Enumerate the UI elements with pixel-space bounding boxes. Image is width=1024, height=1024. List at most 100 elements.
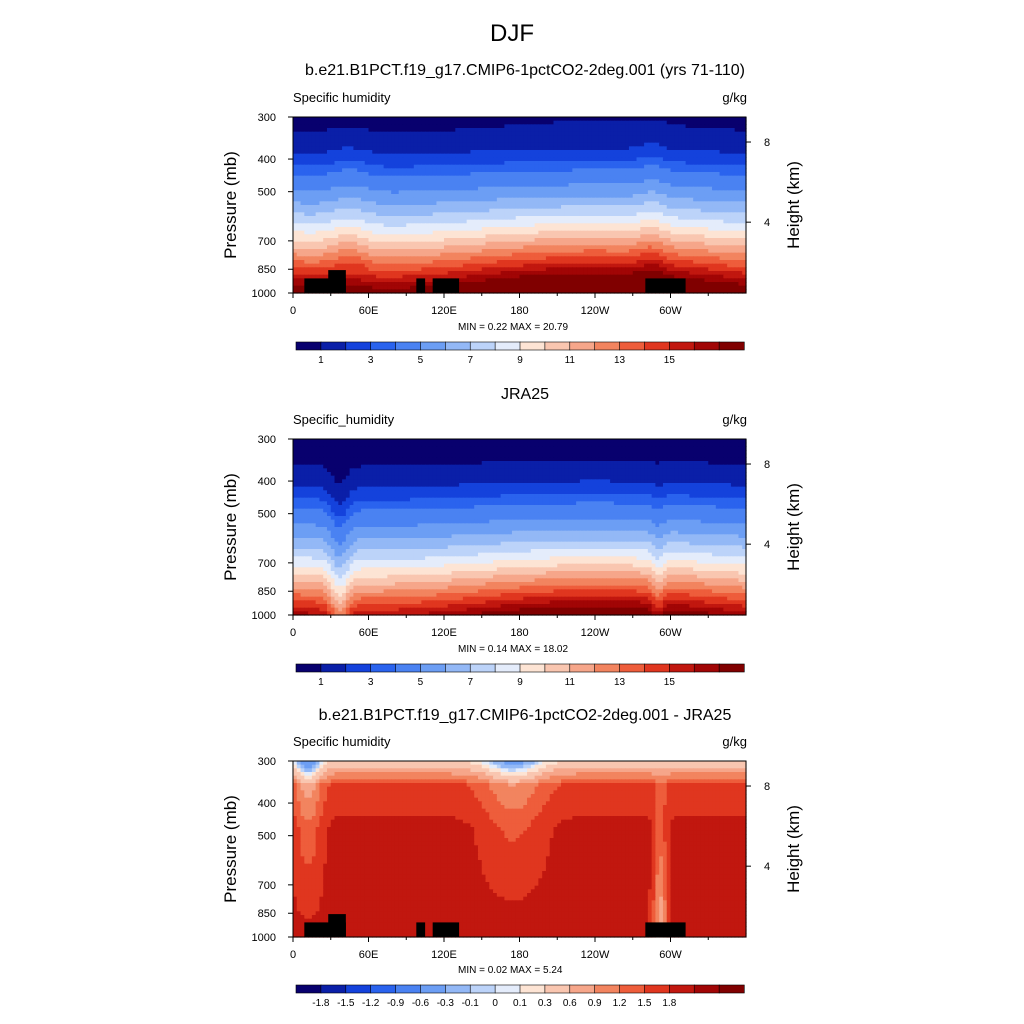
field-cell (602, 131, 607, 136)
field-cell (357, 157, 362, 162)
field-cell (602, 230, 607, 235)
field-cell (587, 139, 592, 144)
field-cell (459, 219, 464, 224)
field-cell (723, 168, 728, 173)
field-cell (628, 223, 634, 228)
field-cell (583, 131, 589, 136)
field-cell (500, 175, 506, 180)
field-cell (617, 120, 623, 125)
field-cell (508, 146, 513, 151)
field-cell (345, 234, 351, 239)
field-cell (647, 249, 653, 254)
field-cell (364, 201, 370, 206)
field-cell (715, 128, 721, 133)
field-cell (440, 190, 445, 195)
field-cell (357, 128, 362, 133)
field-cell (462, 164, 468, 169)
field-cell (466, 194, 472, 199)
field-cell (545, 179, 551, 184)
field-cell (576, 117, 581, 122)
field-cell (474, 146, 479, 151)
field-cell (628, 201, 634, 206)
field-cell (342, 238, 347, 243)
field-cell (459, 241, 464, 246)
field-cell (496, 117, 502, 122)
field-cell (727, 219, 732, 224)
field-cell (466, 205, 472, 210)
field-cell (719, 223, 724, 228)
field-cell (523, 153, 528, 158)
field-cell (651, 234, 657, 239)
field-cell (523, 150, 528, 155)
field-cell (477, 223, 483, 228)
field-cell (549, 131, 555, 136)
field-cell (372, 186, 377, 191)
field-cell (579, 172, 585, 177)
field-cell (342, 190, 347, 195)
field-cell (315, 234, 321, 239)
field-cell (470, 168, 475, 173)
field-cell (704, 256, 709, 261)
field-cell (617, 223, 623, 228)
field-cell (553, 263, 558, 268)
field-cell (360, 194, 366, 199)
field-cell (296, 139, 302, 144)
field-cell (376, 194, 381, 199)
field-cell (360, 164, 366, 169)
field-cell (527, 153, 532, 158)
field-cell (681, 208, 687, 213)
field-cell (485, 150, 490, 155)
field-cell (738, 238, 743, 243)
field-cell (553, 223, 558, 228)
field-cell (534, 216, 539, 221)
field-cell (534, 164, 539, 169)
field-cell (508, 179, 513, 184)
field-cell (311, 131, 317, 136)
field-cell (708, 146, 713, 151)
field-cell (738, 245, 743, 250)
field-cell (330, 164, 336, 169)
field-cell (485, 164, 490, 169)
field-cell (621, 150, 626, 155)
field-cell (466, 223, 472, 228)
field-cell (515, 168, 521, 173)
field-cell (436, 205, 441, 210)
field-cell (334, 256, 339, 261)
field-cell (406, 208, 411, 213)
field-cell (685, 120, 690, 125)
field-cell (534, 175, 539, 180)
field-cell (527, 241, 532, 246)
field-cell (621, 197, 626, 202)
field-cell (576, 164, 581, 169)
field-cell (436, 164, 441, 169)
field-cell (561, 194, 566, 199)
field-cell (704, 227, 709, 232)
field-cell (477, 194, 483, 199)
field-cell (549, 256, 555, 261)
field-cell (349, 197, 355, 202)
field-cell (319, 128, 324, 133)
field-cell (598, 252, 604, 257)
field-cell (421, 139, 426, 144)
field-cell (477, 128, 483, 133)
field-cell (568, 179, 573, 184)
field-cell (334, 164, 339, 169)
field-cell (632, 227, 638, 232)
field-cell (455, 205, 460, 210)
field-cell (538, 194, 543, 199)
field-cell (595, 252, 600, 257)
field-cell (602, 183, 607, 188)
field-cell (708, 164, 713, 169)
field-cell (534, 201, 539, 206)
field-cell (398, 142, 404, 147)
field-cell (315, 128, 321, 133)
field-cell (368, 142, 373, 147)
field-cell (591, 249, 596, 254)
field-cell (447, 161, 453, 166)
field-cell (738, 249, 743, 254)
field-cell (353, 241, 358, 246)
field-cell (330, 128, 336, 133)
field-cell (730, 219, 736, 224)
field-cell (413, 164, 419, 169)
field-cell (296, 216, 302, 221)
